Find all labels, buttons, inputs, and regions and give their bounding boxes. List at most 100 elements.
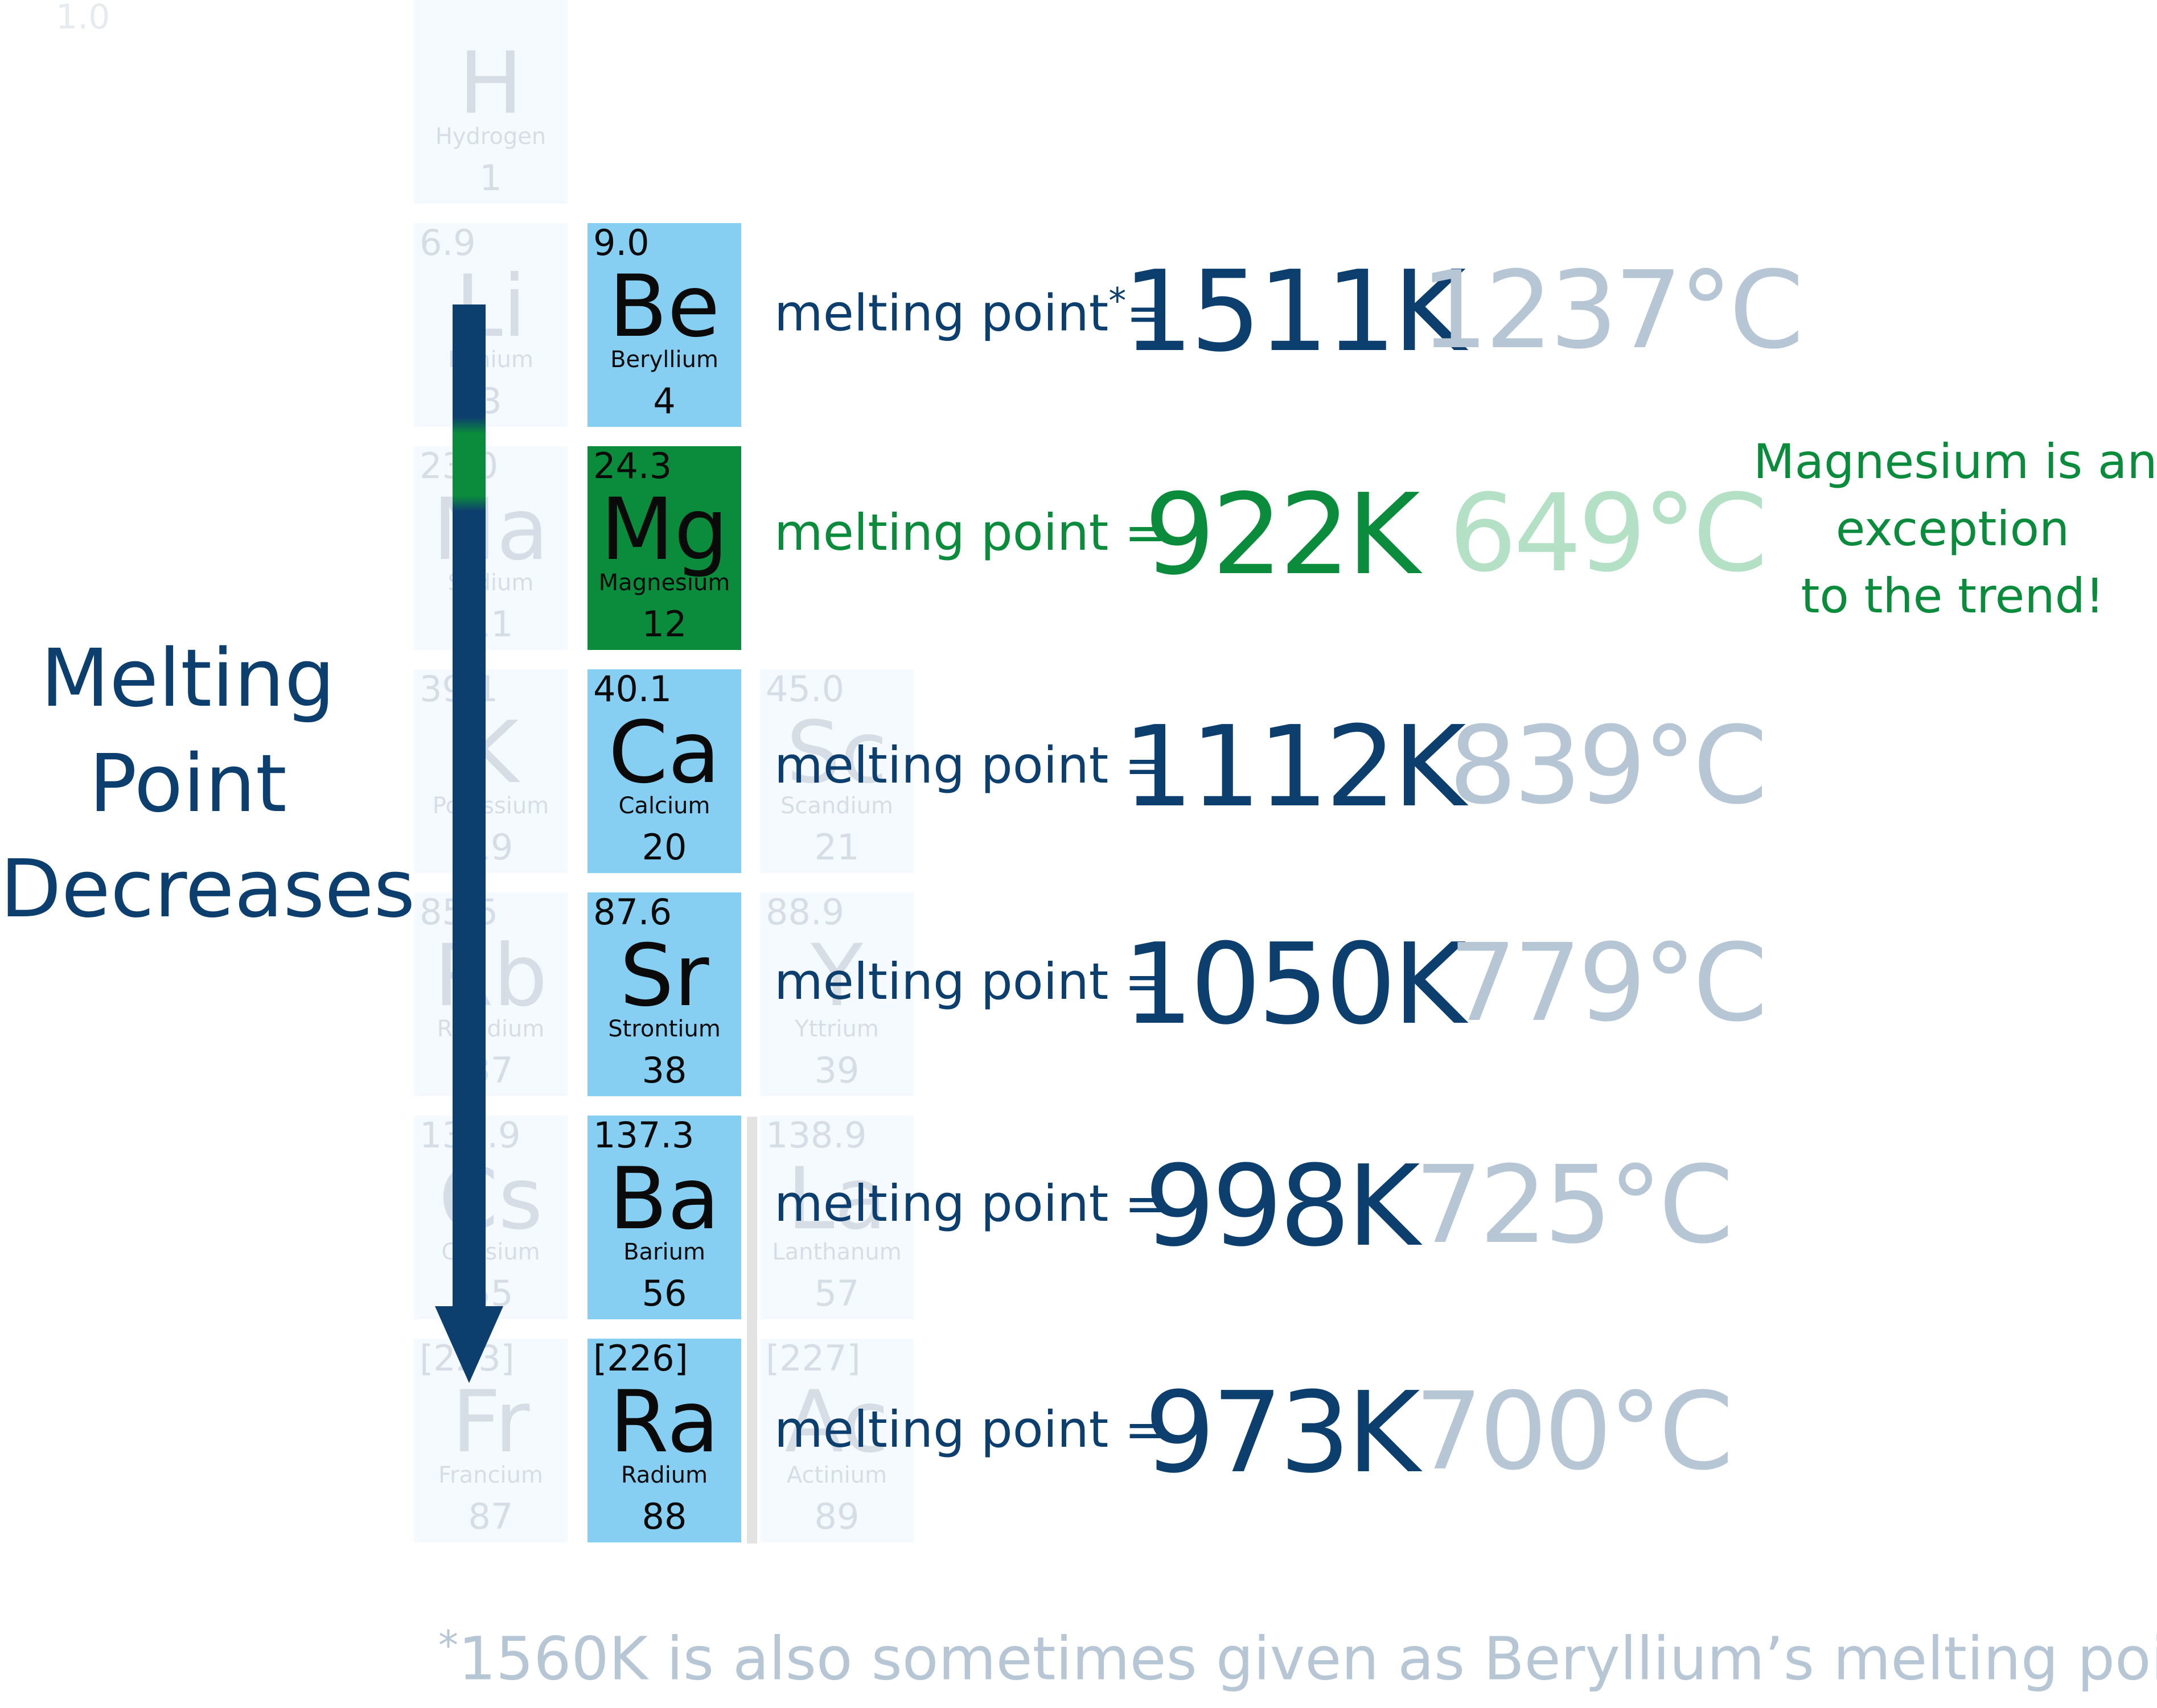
tile-number: 12 [642, 603, 687, 645]
tile-number: 57 [814, 1273, 860, 1314]
tile-name: Hydrogen [435, 124, 547, 150]
celsius-value-beryllium: 1237°C [1420, 248, 1804, 373]
mp-equals: = [1124, 1400, 1167, 1459]
tile-name: Radium [621, 1462, 708, 1488]
mp-equals: = [1124, 952, 1167, 1011]
tile-name: Strontium [608, 1016, 721, 1042]
tile-mass: 45.0 [766, 668, 845, 710]
element-tile-strontium: 87.6 Sr Strontium 38 [587, 892, 741, 1096]
footnote-text: 1560K is also sometimes given as Berylli… [458, 1624, 2157, 1694]
kelvin-value-beryllium: 1511K [1123, 247, 1466, 377]
tile-name: Yttrium [795, 1016, 879, 1042]
melting-point-label-beryllium: melting point*= [774, 280, 1168, 342]
melting-point-label-strontium: melting point = [774, 952, 1166, 1011]
tile-symbol: Na [432, 480, 549, 579]
kelvin-value-calcium: 1112K [1123, 702, 1466, 832]
ghost-tile-potassium: 39.1 K Potassium 19 [414, 669, 568, 873]
tile-number: 87 [468, 1496, 513, 1537]
tile-name: Lanthanum [772, 1239, 902, 1265]
ghost-tile-francium: [223] Fr Francium 87 [414, 1339, 568, 1542]
tile-number: 20 [642, 826, 687, 868]
tile-mass: 6.9 [420, 222, 476, 264]
celsius-value-calcium: 839°C [1449, 703, 1768, 828]
tile-symbol: Be [609, 257, 720, 356]
trend-label-line3: Decreases [0, 843, 416, 936]
tile-number: 56 [642, 1273, 687, 1314]
mp-asterisk: * [1108, 280, 1127, 322]
tile-name: Actinium [786, 1462, 888, 1488]
tile-name: Magnesium [598, 570, 730, 596]
mp-equals: = [1124, 503, 1167, 562]
ghost-tile-hydrogen: H Hydrogen 1 [414, 0, 568, 204]
exception-note: Magnesium is an exception to the trend! [1753, 428, 2157, 629]
melting-point-label-radium: melting point = [774, 1400, 1166, 1459]
footnote: *1560K is also sometimes given as Beryll… [438, 1622, 2157, 1694]
tile-symbol: Ca [608, 703, 721, 802]
tile-mass: [227] [766, 1337, 861, 1379]
trend-arrow [435, 304, 503, 1383]
tile-name: Potassium [432, 793, 549, 819]
melting-point-label-barium: melting point = [774, 1174, 1166, 1233]
tile-number: 4 [653, 380, 676, 422]
tile-mass: 137.3 [593, 1114, 695, 1156]
element-tile-beryllium: 9.0 Be Beryllium 4 [587, 223, 741, 427]
corner-value: 1.0 [56, 0, 110, 37]
tile-mass: 88.9 [766, 891, 845, 933]
melting-point-label-magnesium: melting point = [774, 503, 1166, 562]
element-tile-radium: [226] Ra Radium 88 [587, 1339, 741, 1542]
tile-number: 39 [814, 1050, 860, 1091]
footnote-asterisk: * [438, 1622, 458, 1669]
ghost-tile-yttrium: 88.9 Y Yttrium 39 [760, 892, 914, 1096]
element-tile-calcium: 40.1 Ca Calcium 20 [587, 669, 741, 873]
tile-symbol: Y [811, 927, 863, 1026]
tile-symbol: Ra [609, 1373, 720, 1472]
exception-note-line3: to the trend! [1801, 568, 2105, 624]
trend-label-line2: Point [89, 738, 287, 830]
tile-name: Scandium [780, 793, 894, 819]
trend-label-line1: Melting [40, 632, 335, 725]
tile-mass: [226] [593, 1337, 688, 1379]
melting-point-label-calcium: melting point = [774, 736, 1166, 795]
mp-equals: = [1124, 736, 1167, 795]
tile-number: 21 [814, 826, 860, 868]
tile-symbol: Ba [609, 1150, 720, 1249]
mp-text: melting point [774, 503, 1109, 562]
tile-symbol: Fr [451, 1373, 530, 1472]
tile-name: Beryllium [610, 347, 718, 373]
separator-bar [747, 1117, 757, 1544]
kelvin-value-magnesium: 922K [1144, 470, 1420, 600]
tile-mass: 9.0 [593, 222, 650, 264]
mp-text: melting point [774, 736, 1109, 795]
element-tile-barium: 137.3 Ba Barium 56 [587, 1116, 741, 1319]
kelvin-value-radium: 973K [1144, 1368, 1420, 1498]
mp-equals: = [1126, 283, 1169, 343]
exception-note-line1: Magnesium is an [1753, 434, 2157, 489]
celsius-value-magnesium: 649°C [1449, 471, 1768, 596]
tile-number: 38 [642, 1050, 687, 1091]
tile-name: Calcium [618, 793, 710, 819]
tile-symbol: Mg [600, 480, 729, 579]
exception-note-line2: exception [1835, 501, 2070, 557]
tile-number: 1 [479, 157, 502, 199]
tile-symbol: Sr [619, 927, 709, 1026]
trend-label: Melting Point Decreases [0, 626, 416, 942]
ghost-tile-actinium: [227] Ac Actinium 89 [760, 1339, 914, 1542]
tile-symbol: Ac [784, 1373, 889, 1472]
mp-equals: = [1124, 1174, 1167, 1233]
tile-name: Francium [438, 1462, 543, 1488]
tile-mass: 138.9 [766, 1114, 867, 1156]
tile-symbol: H [458, 34, 523, 133]
tile-number: 88 [642, 1496, 687, 1537]
kelvin-value-strontium: 1050K [1123, 920, 1466, 1050]
tile-mass: 40.1 [593, 668, 672, 710]
mp-text: melting point [774, 952, 1109, 1011]
element-tile-magnesium: 24.3 Mg Magnesium 12 [587, 446, 741, 650]
tile-name: Barium [623, 1239, 705, 1265]
mp-text: melting point [774, 1400, 1109, 1459]
mp-text: melting point [774, 283, 1109, 343]
tile-symbol: La [787, 1150, 887, 1249]
tile-number: 89 [814, 1496, 860, 1537]
tile-mass: 87.6 [593, 891, 672, 933]
ghost-tile-scandium: 45.0 Sc Scandium 21 [760, 669, 914, 873]
tile-symbol: Sc [786, 703, 888, 802]
